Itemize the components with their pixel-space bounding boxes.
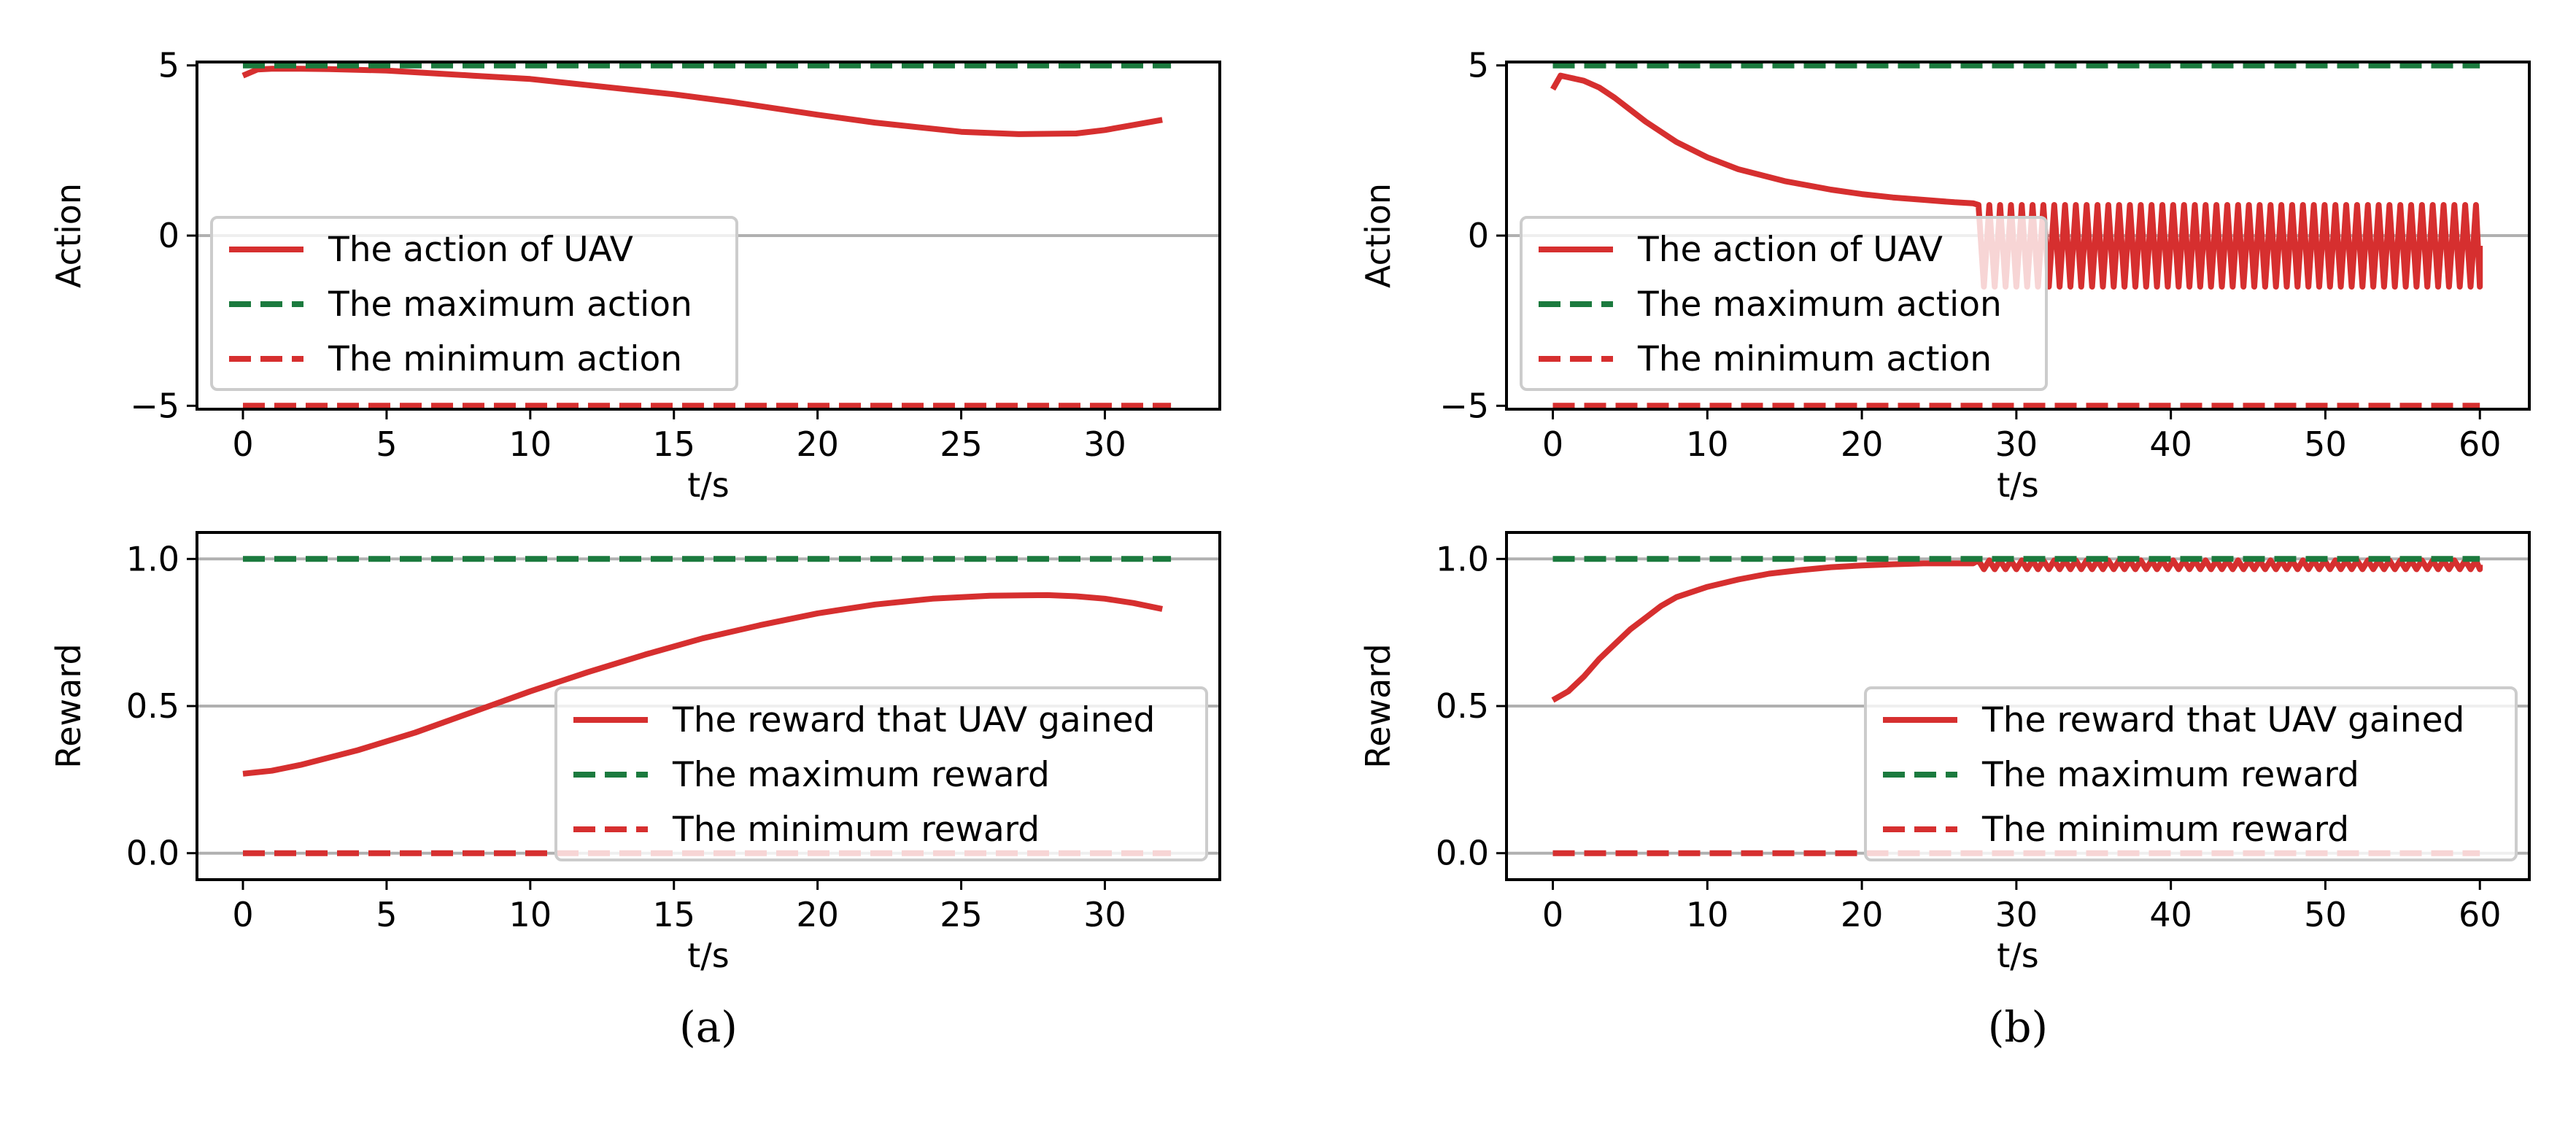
- y-tick-label: 0.0: [126, 834, 179, 873]
- x-tick-label: 20: [796, 425, 839, 464]
- y-tick-label: 0.5: [126, 686, 179, 726]
- x-axis-label: t/s: [1997, 936, 2039, 975]
- legend-label: The maximum reward: [1981, 755, 2359, 795]
- x-tick-label: 0: [1542, 895, 1563, 934]
- y-tick-label: 0: [158, 216, 179, 255]
- x-tick-label: 40: [2149, 425, 2192, 464]
- legend-box: [1864, 686, 2518, 861]
- panel-b-reward: 0 10 20 30 40 50 60 0.0 0.5 1.0 t/s Reward The rewar…: [1358, 531, 2531, 1052]
- x-tick-label: 30: [1995, 895, 2038, 934]
- x-tick-label: 20: [1841, 895, 1884, 934]
- x-tick-label: 30: [1083, 895, 1126, 934]
- y-tick-label: 0: [1468, 216, 1489, 255]
- y-axis-label: Action: [1358, 183, 1398, 288]
- legend-box: [210, 216, 738, 391]
- subfigure-caption: (b): [1988, 1002, 2048, 1052]
- y-axis-label: Reward: [49, 643, 88, 768]
- y-tick-label: 5: [158, 46, 179, 85]
- x-tick-label: 25: [940, 895, 983, 934]
- legend-label: The action of UAV: [328, 230, 633, 270]
- x-tick-label: 10: [1686, 895, 1729, 934]
- legend: The reward that UAV gained The maximum re…: [1864, 686, 2518, 861]
- legend-label: The maximum action: [1637, 284, 2002, 325]
- x-tick-label: 0: [232, 425, 253, 464]
- legend-box: [554, 686, 1208, 861]
- series-action-line: [241, 66, 1163, 137]
- legend-label: The minimum reward: [672, 810, 1040, 850]
- series-action-line: [242, 592, 1164, 777]
- x-tick-label: 30: [1995, 425, 2038, 464]
- subfigure-caption: (a): [679, 1002, 738, 1052]
- y-tick-label: −5: [1439, 386, 1489, 425]
- x-tick-label: 40: [2149, 895, 2192, 934]
- x-tick-label: 15: [652, 425, 695, 464]
- legend-label: The maximum reward: [672, 755, 1050, 795]
- legend: The reward that UAV gained The maximum re…: [554, 686, 1208, 861]
- y-tick-label: 1.0: [1436, 539, 1489, 578]
- y-tick-label: 0.0: [1436, 834, 1489, 873]
- x-tick-label: 20: [796, 895, 839, 934]
- x-tick-label: 50: [2304, 895, 2347, 934]
- series-action-line: [1551, 557, 2483, 703]
- x-axis-label: t/s: [1997, 465, 2039, 505]
- x-tick-label: 5: [376, 895, 397, 934]
- legend-label: The minimum action: [328, 339, 682, 379]
- legend-box: [1520, 216, 2048, 391]
- legend: The action of UAV The maximum action The m…: [1520, 216, 2048, 391]
- x-tick-label: 10: [509, 895, 552, 934]
- panel-a-reward: 0 5 10 15 20 25 30 0.0 0.5 1.0 t/s Reward The reward…: [49, 531, 1221, 1052]
- panel-b-action: 0 10 20 30 40 50 60 −5 0 5 t/s Action The action of …: [1358, 46, 2531, 505]
- x-tick-label: 0: [232, 895, 253, 934]
- x-tick-label: 60: [2459, 895, 2502, 934]
- y-tick-label: −5: [130, 386, 179, 425]
- y-tick-label: 1.0: [126, 539, 179, 578]
- x-tick-label: 30: [1083, 425, 1126, 464]
- legend-label: The minimum action: [1637, 339, 1992, 379]
- y-axis-label: Reward: [1358, 643, 1398, 768]
- x-axis-label: t/s: [687, 465, 730, 505]
- legend: The action of UAV The maximum action The m…: [210, 216, 738, 391]
- panel-a-action: 0 5 10 15 20 25 30 −5 0 5 t/s Action The action of U…: [49, 46, 1221, 505]
- x-tick-label: 50: [2304, 425, 2347, 464]
- y-axis-label: Action: [49, 183, 88, 288]
- x-tick-label: 0: [1542, 425, 1563, 464]
- x-tick-label: 20: [1841, 425, 1884, 464]
- x-tick-label: 25: [940, 425, 983, 464]
- x-tick-label: 60: [2459, 425, 2502, 464]
- x-tick-label: 15: [652, 895, 695, 934]
- x-tick-label: 5: [376, 425, 397, 464]
- x-axis-label: t/s: [687, 936, 730, 975]
- legend-label: The action of UAV: [1637, 230, 1943, 270]
- legend-label: The minimum reward: [1981, 810, 2349, 850]
- x-tick-label: 10: [1686, 425, 1729, 464]
- legend-label: The maximum action: [328, 284, 692, 325]
- y-tick-label: 5: [1468, 46, 1489, 85]
- x-tick-label: 10: [509, 425, 552, 464]
- legend-label: The reward that UAV gained: [1981, 700, 2464, 740]
- y-tick-label: 0.5: [1436, 686, 1489, 726]
- legend-label: The reward that UAV gained: [672, 700, 1155, 740]
